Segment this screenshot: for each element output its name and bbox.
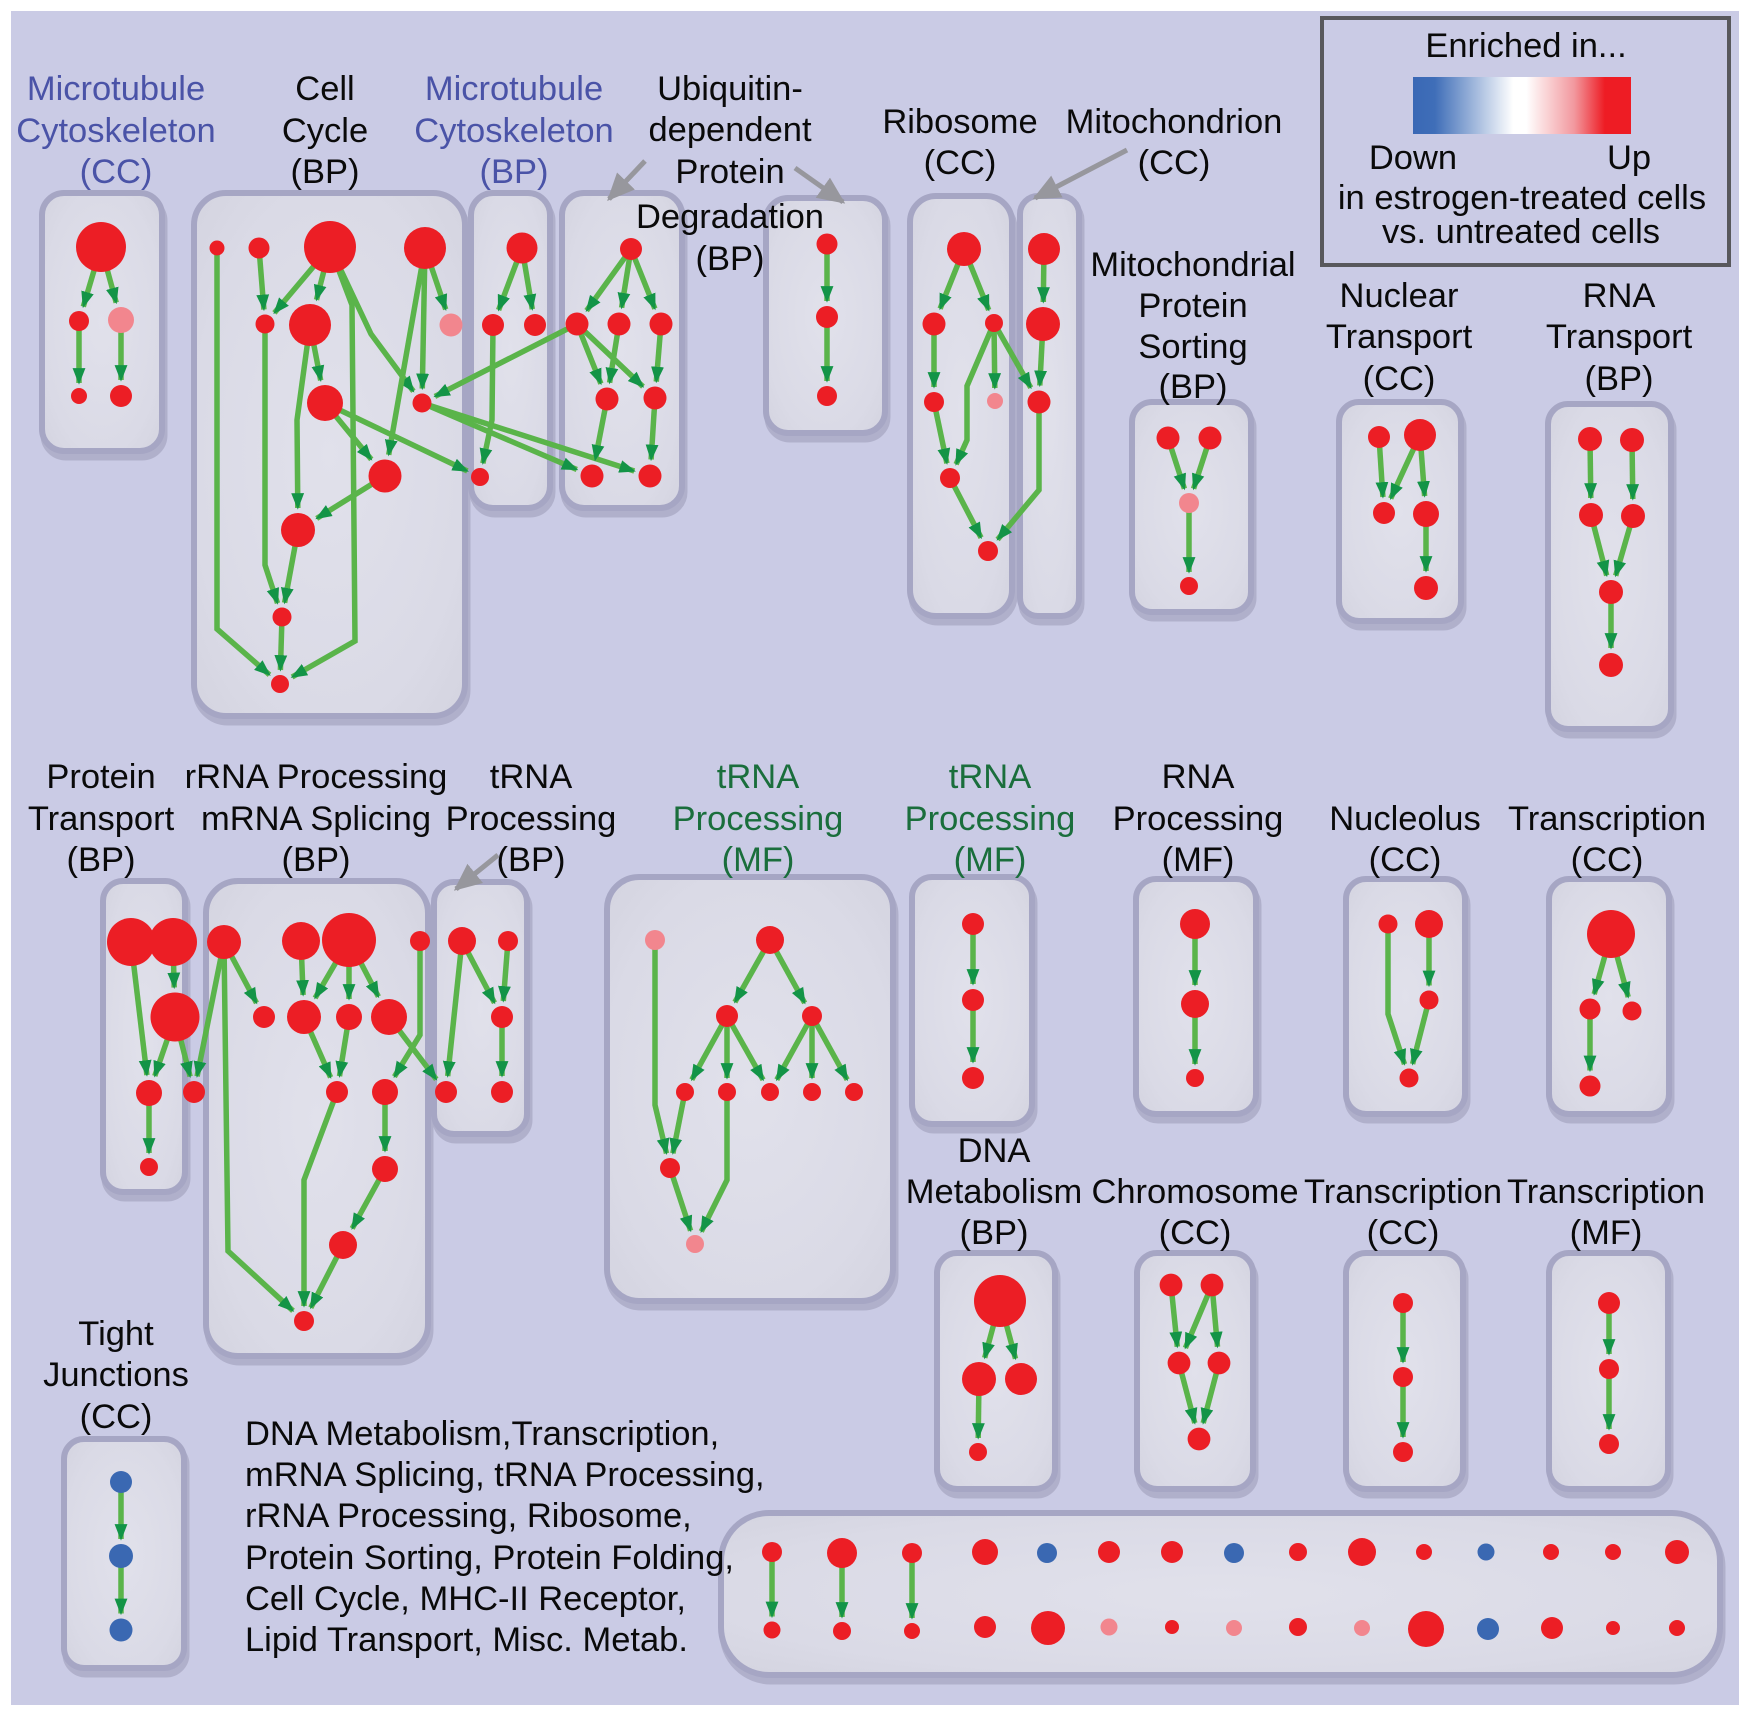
svg-text:Ubiquitin-: Ubiquitin- [657,70,803,108]
svg-text:mRNA Splicing: mRNA Splicing [201,800,431,838]
svg-text:Processing: Processing [1113,800,1284,838]
svg-text:Cycle: Cycle [282,112,368,150]
svg-text:Transport: Transport [1546,318,1693,356]
svg-text:(BP): (BP) [960,1214,1029,1252]
svg-text:mRNA Splicing, tRNA Processing: mRNA Splicing, tRNA Processing, [245,1456,765,1494]
svg-text:tRNA: tRNA [490,758,572,796]
svg-text:(BP): (BP) [67,841,136,879]
svg-text:Cytoskeleton: Cytoskeleton [414,112,613,150]
svg-text:in estrogen-treated cells: in estrogen-treated cells [1338,179,1706,217]
svg-text:Transcription: Transcription [1304,1173,1502,1211]
svg-text:tRNA: tRNA [717,758,799,796]
svg-text:Chromosome: Chromosome [1091,1173,1298,1211]
svg-text:(CC): (CC) [924,144,997,182]
svg-text:Mitochondrial: Mitochondrial [1090,246,1295,284]
svg-text:(BP): (BP) [480,153,549,191]
svg-text:(CC): (CC) [1367,1214,1440,1252]
svg-text:Tight: Tight [78,1315,154,1353]
svg-text:Metabolism: Metabolism [906,1173,1082,1211]
svg-text:(BP): (BP) [497,841,566,879]
svg-text:Protein: Protein [675,153,784,191]
svg-text:(CC): (CC) [1369,841,1442,879]
svg-text:Transcription: Transcription [1508,800,1706,838]
svg-text:(MF): (MF) [1570,1214,1643,1252]
svg-text:(CC): (CC) [80,153,153,191]
svg-text:(CC): (CC) [1159,1214,1232,1252]
svg-text:Ribosome: Ribosome [882,103,1037,141]
svg-text:Cell: Cell [295,70,354,108]
svg-text:Protein Sorting, Protein Foldi: Protein Sorting, Protein Folding, [245,1539,734,1577]
svg-text:(CC): (CC) [1138,144,1211,182]
svg-text:rRNA Processing, Ribosome,: rRNA Processing, Ribosome, [245,1497,692,1535]
svg-text:Enriched in...: Enriched in... [1425,27,1626,65]
svg-text:(CC): (CC) [1571,841,1644,879]
svg-text:(BP): (BP) [282,841,351,879]
svg-text:dependent: dependent [648,111,811,149]
svg-text:Processing: Processing [446,800,617,838]
svg-text:(MF): (MF) [722,841,795,879]
svg-text:Microtubule: Microtubule [27,70,205,108]
svg-text:(BP): (BP) [291,153,360,191]
svg-text:Transport: Transport [1326,318,1473,356]
svg-text:Nucleolus: Nucleolus [1329,800,1481,838]
svg-text:Cytoskeleton: Cytoskeleton [16,112,215,150]
svg-text:rRNA Processing: rRNA Processing [185,758,448,796]
svg-text:Processing: Processing [905,800,1076,838]
svg-text:(MF): (MF) [954,841,1027,879]
svg-text:Protein: Protein [1138,287,1247,325]
svg-text:Down: Down [1369,139,1457,177]
svg-text:(CC): (CC) [80,1398,153,1436]
svg-text:Protein: Protein [46,758,155,796]
svg-text:Transport: Transport [28,800,175,838]
svg-text:DNA: DNA [958,1132,1031,1170]
svg-text:tRNA: tRNA [949,758,1031,796]
svg-text:(MF): (MF) [1162,841,1235,879]
svg-text:(CC): (CC) [1363,360,1436,398]
svg-text:Up: Up [1607,139,1651,177]
svg-text:Processing: Processing [673,800,844,838]
svg-text:Transcription: Transcription [1507,1173,1705,1211]
svg-text:Junctions: Junctions [43,1356,189,1394]
svg-text:(BP): (BP) [1585,360,1654,398]
svg-text:(BP): (BP) [1159,368,1228,406]
svg-text:Nuclear: Nuclear [1340,277,1459,315]
svg-text:Cell Cycle, MHC-II Receptor,: Cell Cycle, MHC-II Receptor, [245,1580,686,1618]
svg-text:DNA Metabolism,Transcription,: DNA Metabolism,Transcription, [245,1415,719,1453]
svg-text:Degradation: Degradation [636,198,824,236]
svg-text:RNA: RNA [1162,758,1235,796]
svg-text:Lipid Transport, Misc. Metab.: Lipid Transport, Misc. Metab. [245,1621,688,1659]
svg-text:Mitochondrion: Mitochondrion [1066,103,1283,141]
svg-text:Microtubule: Microtubule [425,70,603,108]
svg-text:RNA: RNA [1583,277,1656,315]
svg-text:(BP): (BP) [696,240,765,278]
svg-text:vs. untreated cells: vs. untreated cells [1382,213,1660,251]
svg-text:Sorting: Sorting [1138,328,1247,366]
